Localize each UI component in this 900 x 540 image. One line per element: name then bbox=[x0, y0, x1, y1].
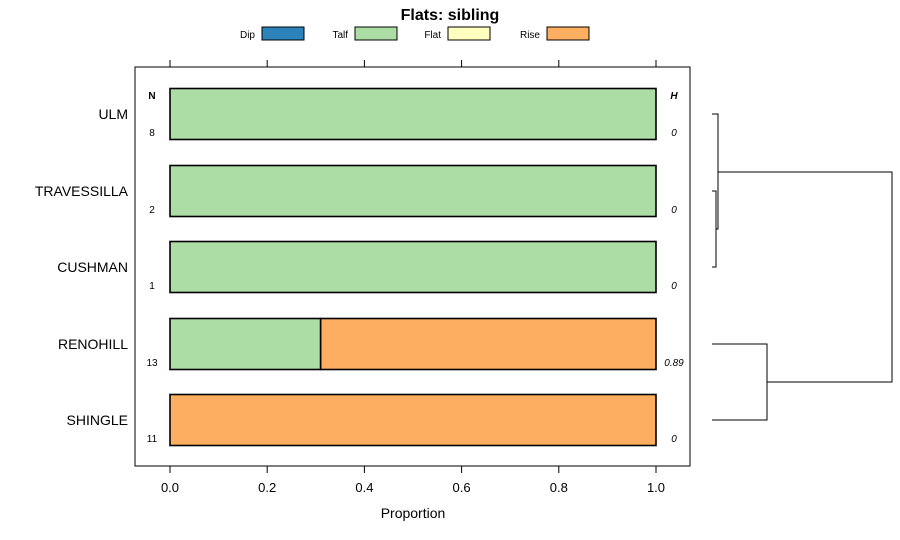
n-value: 8 bbox=[149, 128, 155, 139]
chart-title: Flats: sibling bbox=[401, 7, 500, 24]
h-value: 0 bbox=[671, 281, 677, 292]
x-axis-title: Proportion bbox=[381, 505, 446, 521]
side-labels: N H 8 2 1 13 11 0 0 0 0.89 0 bbox=[146, 91, 684, 445]
dendrogram-branch bbox=[718, 171, 893, 383]
legend-swatch-flat bbox=[447, 26, 491, 41]
bar-segment-travessilla-talf bbox=[169, 164, 657, 218]
legend-label-talf: Talf bbox=[332, 30, 348, 41]
h-value: 0 bbox=[671, 128, 677, 139]
x-axis: 0.0 0.2 0.4 0.6 0.8 1.0 bbox=[161, 60, 665, 495]
plot-frame bbox=[134, 66, 691, 467]
legend-swatch-talf bbox=[354, 26, 398, 41]
x-tick-label: 0.6 bbox=[453, 480, 471, 495]
dendrogram bbox=[712, 113, 893, 421]
bars bbox=[169, 87, 657, 447]
x-tick-label: 0.0 bbox=[161, 480, 179, 495]
category-labels: ULM TRAVESSILLA CUSHMAN RENOHILL SHINGLE bbox=[35, 106, 129, 428]
bar-segment-renohill-rise bbox=[319, 317, 657, 371]
legend-swatch-dip bbox=[261, 26, 305, 41]
n-value: 2 bbox=[149, 205, 155, 216]
x-tick-label: 0.2 bbox=[258, 480, 276, 495]
h-value: 0 bbox=[671, 205, 677, 216]
dendrogram-branch bbox=[712, 343, 768, 421]
x-tick-label: 0.8 bbox=[550, 480, 568, 495]
legend: Dip Talf Flat Rise bbox=[240, 26, 590, 41]
legend-label-rise: Rise bbox=[520, 30, 540, 41]
category-label-ulm: ULM bbox=[98, 106, 128, 122]
x-tick-label: 1.0 bbox=[647, 480, 665, 495]
legend-label-flat: Flat bbox=[424, 30, 441, 41]
legend-label-dip: Dip bbox=[240, 30, 255, 41]
category-label-travessilla: TRAVESSILLA bbox=[35, 183, 129, 199]
h-value: 0.89 bbox=[664, 358, 684, 369]
legend-swatch-rise bbox=[546, 26, 590, 41]
h-column-header: H bbox=[670, 91, 678, 102]
category-label-shingle: SHINGLE bbox=[67, 412, 128, 428]
category-label-renohill: RENOHILL bbox=[58, 336, 128, 352]
bar-segment-cushman-talf bbox=[169, 240, 657, 294]
n-value: 13 bbox=[146, 358, 158, 369]
bar-segment-shingle-rise bbox=[169, 393, 657, 447]
x-tick-label: 0.4 bbox=[355, 480, 373, 495]
bar-segment-renohill-talf bbox=[169, 317, 322, 371]
n-value: 11 bbox=[147, 434, 158, 445]
n-column-header: N bbox=[148, 91, 155, 102]
bar-segment-ulm-talf bbox=[169, 87, 657, 141]
dendrogram-branch bbox=[712, 190, 717, 268]
n-value: 1 bbox=[149, 281, 155, 292]
h-value: 0 bbox=[671, 434, 677, 445]
category-label-cushman: CUSHMAN bbox=[57, 259, 128, 275]
dendrogram-branch bbox=[712, 113, 719, 230]
